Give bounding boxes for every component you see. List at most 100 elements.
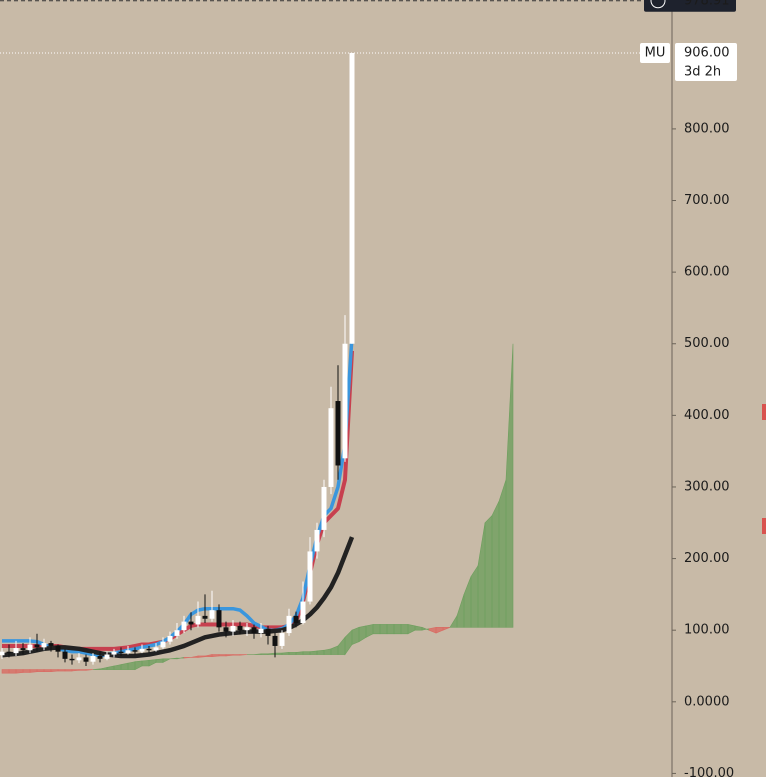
cloud-segment (316, 649, 325, 655)
cloud-segment (470, 564, 479, 628)
candle-body (48, 643, 54, 646)
cloud-segment (1, 669, 10, 674)
candle-body (314, 529, 320, 552)
plot-area (0, 0, 672, 674)
y-tick-label: 600.00 (684, 265, 730, 280)
cloud-segment (57, 669, 66, 672)
candle-body (202, 615, 208, 619)
candle-body (153, 647, 159, 651)
candle-body (20, 648, 26, 651)
cloud-segment (22, 669, 31, 673)
candle-body (125, 650, 131, 654)
candle-body (230, 625, 236, 632)
y-tick-label: 800.00 (684, 121, 730, 136)
cloud-segment (50, 669, 59, 673)
candle-body (258, 628, 264, 634)
candle-body (76, 657, 82, 661)
candle-body (195, 615, 201, 625)
cloud-segment (393, 624, 402, 635)
candle-body (349, 52, 355, 344)
candle-body (307, 551, 313, 602)
countdown-label: 3d 2h (684, 64, 721, 79)
candle-body (167, 635, 173, 642)
candle-body (118, 651, 124, 654)
price-axis: 800.00 700.00 600.00 500.00 400.00 300.00 200.… (640, 0, 737, 777)
candle-body (174, 630, 180, 636)
cloud-segment (260, 653, 269, 655)
cloud-segment (183, 657, 192, 659)
cloud-segment (498, 479, 507, 628)
cloud-segment (288, 652, 297, 655)
candle-body (237, 625, 243, 631)
edge-marker (762, 404, 766, 420)
candle-body (223, 627, 229, 632)
cloud-segment (127, 661, 136, 670)
candle-body (272, 635, 278, 646)
last-price-label: 906.00 (684, 45, 730, 60)
candle-body (265, 628, 271, 636)
y-tick-label: 0.0000 (684, 694, 730, 709)
cloud-segment (484, 514, 493, 628)
cloud-segment (295, 651, 304, 655)
crosshair-plus (650, 0, 666, 9)
cloud-segment (372, 624, 381, 635)
cloud-segment (309, 650, 318, 655)
cloud-segment (442, 627, 451, 631)
candle-body (34, 644, 40, 648)
cloud-segment (379, 624, 388, 635)
y-tick-label: 700.00 (684, 193, 730, 208)
y-tick-label: 200.00 (684, 551, 730, 566)
candle-body (146, 648, 152, 651)
candle-body (216, 610, 222, 628)
cloud-segment (211, 654, 220, 658)
cloud-segment (120, 662, 129, 670)
candle-body (69, 658, 75, 661)
cloud-segment (43, 669, 52, 673)
candle-body (139, 648, 145, 652)
y-tick-label: 300.00 (684, 479, 730, 494)
candle-body (181, 621, 187, 631)
candle-body (279, 633, 285, 646)
cloud-segment (78, 669, 87, 671)
candle-body (328, 408, 334, 487)
cloud-segment (232, 654, 241, 656)
cloud-segment (141, 659, 150, 667)
candle-body (321, 486, 327, 530)
candle-body (97, 655, 103, 659)
candle-body (104, 654, 110, 659)
candle-body (90, 655, 96, 662)
y-tick-label: 500.00 (684, 336, 730, 351)
cloud-segment (386, 624, 395, 635)
candle-body (286, 615, 292, 634)
symbol-label: MU (645, 45, 666, 60)
cloud-segment (8, 669, 17, 674)
cloud-segment (491, 501, 500, 628)
candle-body (0, 651, 5, 656)
cloud-segment (85, 669, 94, 671)
candle-body (41, 643, 47, 648)
symbol-badge (640, 42, 670, 63)
cloud-segment (218, 654, 227, 657)
candle-body (342, 343, 348, 459)
cloud-segment (64, 669, 73, 672)
y-tick-label: 400.00 (684, 408, 730, 423)
cloud-segment (15, 669, 24, 674)
candle-body (335, 401, 341, 466)
last-price-badge (675, 42, 737, 81)
candle-body (244, 627, 250, 631)
candle-body (132, 650, 138, 652)
y-tick-label: 100.00 (684, 623, 730, 638)
cloud-segment (36, 669, 45, 673)
candle-body (13, 648, 19, 654)
y-tick-label: -100.00 (684, 766, 734, 777)
cloud-segment (302, 651, 311, 655)
cloud-segment (274, 652, 283, 655)
cloud-segment (505, 343, 514, 628)
cloud-segment (239, 654, 248, 656)
candle-body (188, 621, 194, 625)
crosshair-label: 978.91 (684, 0, 730, 8)
cloud-segment (400, 624, 409, 635)
